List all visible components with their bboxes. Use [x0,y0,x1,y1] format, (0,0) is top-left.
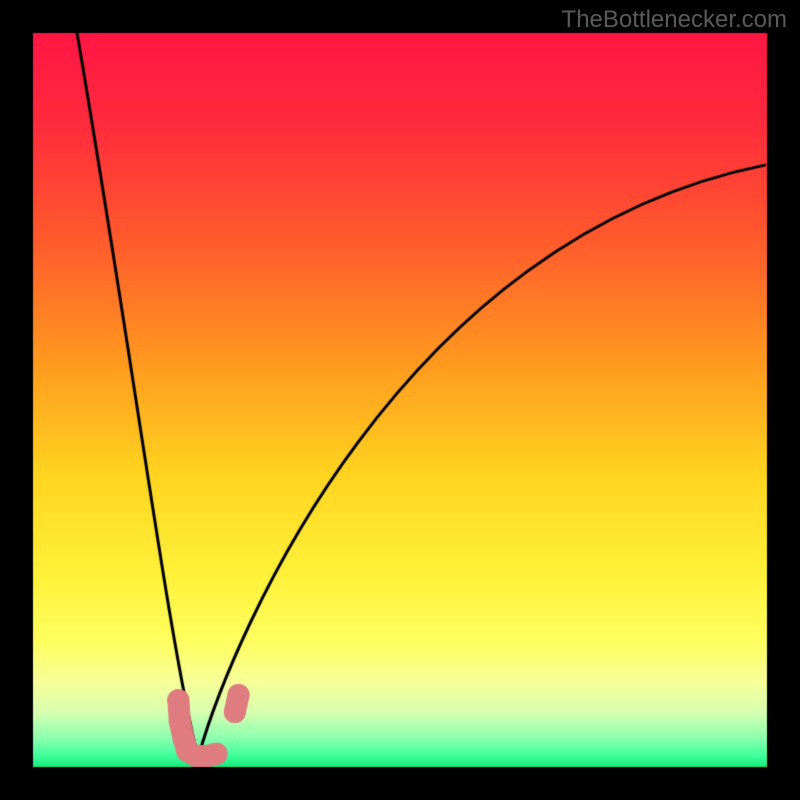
watermark-text: TheBottlenecker.com [562,6,787,34]
chart-root: TheBottlenecker.com [0,0,800,800]
bottleneck-chart-canvas [0,0,800,800]
